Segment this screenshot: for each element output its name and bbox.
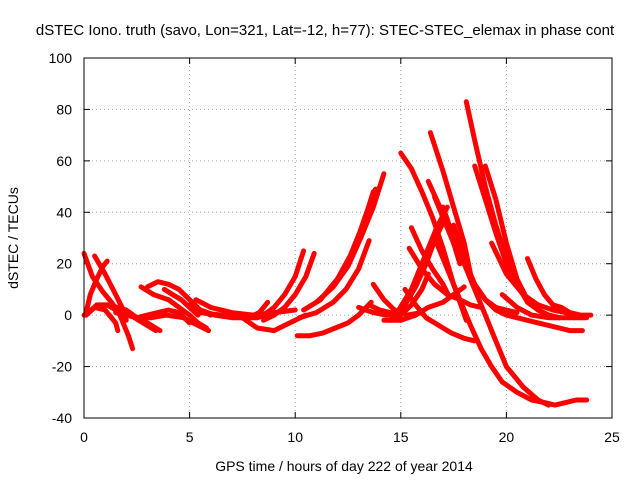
chart-title: dSTEC Iono. truth (savo, Lon=321, Lat=-1… <box>36 22 615 39</box>
series-trace-1 <box>81 250 136 352</box>
x-tick-label: 15 <box>393 429 409 445</box>
x-axis-label: GPS time / hours of day 222 of year 2014 <box>215 458 473 474</box>
series-trace-18 <box>294 299 374 339</box>
x-tick-label: 25 <box>604 429 620 445</box>
series-trace-38 <box>432 235 590 408</box>
series-trace-9 <box>138 284 209 331</box>
series-trace-22 <box>324 186 378 295</box>
x-axis: 0 5 10 15 20 25 <box>80 58 620 445</box>
series-trace-6 <box>83 302 163 334</box>
series-trace-35 <box>402 286 478 344</box>
y-tick-label: 0 <box>64 307 72 323</box>
series-trace-34 <box>427 130 473 277</box>
y-tick-label: -20 <box>52 359 72 375</box>
series-trace-39 <box>451 222 520 316</box>
series-trace-19 <box>296 238 372 321</box>
series-trace-17 <box>261 250 317 323</box>
series-trace-40 <box>463 99 541 313</box>
series-trace-16 <box>246 248 307 321</box>
y-tick-label: 80 <box>56 101 72 117</box>
series-trace-5 <box>83 258 110 316</box>
y-axis-label: dSTEC / TECUs <box>5 187 21 289</box>
grid <box>84 58 612 418</box>
plot-frame <box>83 57 613 419</box>
series-trace-37 <box>440 204 552 408</box>
series-trace-15 <box>239 312 309 334</box>
x-tick-label: 5 <box>186 429 194 445</box>
series-trace-8 <box>113 307 193 326</box>
y-axis: -40 -20 0 20 40 60 80 100 <box>49 50 612 426</box>
series-trace-27 <box>387 271 431 323</box>
series-trace-11 <box>161 286 201 318</box>
y-tick-label: 20 <box>56 256 72 272</box>
series-trace-47 <box>550 302 594 318</box>
series-trace-45 <box>514 315 585 334</box>
series-trace-32 <box>408 225 452 300</box>
x-tick-label: 10 <box>287 429 303 445</box>
y-tick-label: 60 <box>56 153 72 169</box>
plot-area <box>81 99 594 408</box>
y-tick-label: 40 <box>56 204 72 220</box>
x-tick-label: 20 <box>499 429 515 445</box>
y-tick-label: -40 <box>52 410 72 426</box>
x-tick-label: 0 <box>80 429 88 445</box>
y-tick-label: 100 <box>49 50 73 66</box>
